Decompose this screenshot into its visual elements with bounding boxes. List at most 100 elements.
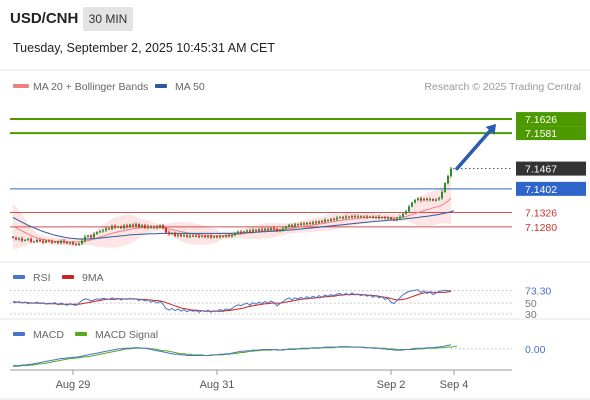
candle-body [204,235,206,238]
candle-body [171,233,173,235]
price-level-labels-group: 7.1626 7.1581 7.1467 7.1402 7.1326 7.1280 [516,112,586,234]
candle-body [384,217,386,219]
rsi-ma-line [12,290,452,312]
rsi-axis-label: 73.30 [525,286,551,298]
candle-body [18,238,20,240]
rsi-line [12,289,451,313]
candle-body [432,199,434,201]
macd-signal-line [13,345,458,367]
candle-body [195,235,197,237]
candle-body [219,236,221,238]
candle-body [135,224,137,226]
x-axis-tick-label: Sep 4 [440,379,469,391]
candle-body [303,223,305,225]
forecast-arrow-shaft [455,129,492,171]
candle-body [30,238,32,242]
candle-body [21,238,23,241]
candle-body [15,237,17,240]
candle-body [357,216,359,218]
candle-body [180,234,182,237]
candle-body [339,217,341,219]
interval-button[interactable]: 30 MIN [83,7,133,31]
candle-body [429,199,431,201]
candle-body [147,226,149,228]
candle-body [129,224,131,227]
candle-body [231,235,233,237]
candle-body [276,229,278,232]
legend-swatch-ma50 [155,84,167,88]
candle-body [402,213,404,217]
candle-body [213,236,215,238]
candle-body [312,222,314,224]
candle-body [366,216,368,218]
candle-body [393,219,395,221]
candle-body [168,232,170,235]
candle-body [261,229,263,231]
candle-body [177,234,179,236]
candle-body [375,216,377,218]
candle-body [81,240,83,244]
candle-body [345,216,347,219]
legend-label-rsi: RSI [33,272,51,284]
candle-body [327,219,329,221]
datetime-label: Tuesday, September 2, 2025 10:45:31 AM C… [13,41,275,55]
candles-group [12,166,452,246]
candle-body [291,224,293,227]
macd-line [13,344,452,367]
candle-body [240,231,242,233]
candle-body [336,217,338,220]
legend-label-rsi-ma: 9MA [82,272,104,284]
candle-body [39,239,41,241]
candle-body [363,216,365,218]
candle-body [405,211,407,214]
candle-body [390,217,392,220]
candle-body [153,226,155,228]
candle-body [27,238,29,240]
candle-body [396,218,398,220]
legend-swatch-rsi-ma [62,275,74,279]
candle-body [117,226,119,228]
candle-body [423,198,425,201]
candle-body [294,224,296,227]
candle-body [114,225,116,228]
x-axis-tick-label: Aug 31 [200,379,235,391]
candle-body [165,228,167,233]
support-level-label: 7.1280 [525,222,557,234]
candle-body [69,242,71,244]
candle-body [324,219,326,222]
legend-swatch-ma20 [13,84,29,88]
candle-body [222,236,224,238]
candle-body [399,216,401,219]
candle-body [24,239,26,241]
symbol-title: USD/CNH [10,10,79,27]
candle-body [162,225,164,229]
last-level-tag [516,161,586,176]
candle-body [63,240,65,243]
research-credit: Research © 2025 Trading Central [424,81,581,93]
x-axis-group: Aug 29 Aug 31 Sep 2 Sep 4 [56,370,469,391]
legend-label-ma50: MA 50 [175,81,205,93]
resistance-level-tag [516,126,586,141]
candle-body [93,234,95,238]
candle-body [54,241,56,243]
candle-body [447,176,449,184]
candle-body [351,215,353,218]
candle-body [246,230,248,232]
forecast-arrow-head [485,124,496,135]
candle-body [258,229,260,231]
candle-body [249,230,251,232]
candle-body [420,198,422,201]
candle-body [72,242,74,244]
legend-swatch-macd-signal [75,332,87,336]
candle-body [411,202,413,207]
candle-body [78,243,80,245]
candle-body [12,236,14,238]
candle-body [66,242,68,244]
candle-body [57,241,59,244]
legend-label-ma20: MA 20 + Bollinger Bands [33,81,148,93]
candle-body [330,219,332,221]
candle-body [138,224,140,227]
